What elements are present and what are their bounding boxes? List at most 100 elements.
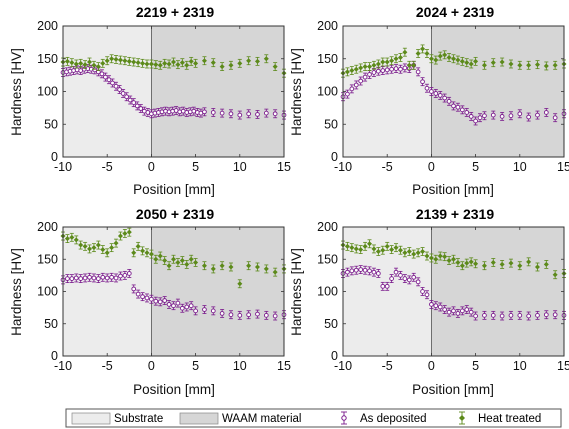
data-point — [464, 108, 470, 117]
data-point — [109, 243, 115, 253]
data-point — [353, 244, 359, 254]
data-point — [153, 296, 159, 306]
y-axis-label: Hardness [HV] — [289, 248, 304, 336]
data-point — [393, 243, 399, 253]
data-point — [349, 84, 355, 94]
data-point — [415, 277, 421, 287]
data-point — [402, 63, 408, 73]
x-axis-label: Position [mm] — [412, 182, 494, 197]
y-axis-label: Hardness [HV] — [289, 48, 304, 136]
data-point — [103, 72, 108, 82]
data-point — [398, 270, 403, 280]
data-point — [437, 302, 443, 312]
marker-circle — [149, 296, 154, 302]
data-point — [499, 311, 505, 321]
y-tick-label: 100 — [317, 285, 338, 299]
marker-circle — [237, 112, 243, 118]
data-point — [122, 270, 128, 280]
data-point — [188, 301, 194, 311]
data-point — [446, 256, 452, 265]
marker-diamond — [69, 234, 75, 240]
data-point — [184, 60, 190, 70]
data-point — [384, 57, 390, 67]
data-point — [188, 254, 194, 264]
data-point — [96, 274, 101, 284]
marker-diamond — [157, 62, 163, 68]
x-tick-label: -5 — [382, 359, 393, 373]
marker-circle — [464, 307, 470, 312]
y-tick-label: 200 — [37, 19, 58, 33]
data-point — [100, 58, 106, 68]
data-point — [73, 235, 79, 245]
data-point — [109, 54, 115, 64]
data-point — [526, 112, 531, 122]
data-point — [367, 266, 372, 276]
data-point — [163, 106, 168, 116]
marker-diamond — [499, 261, 505, 267]
data-point — [153, 60, 159, 70]
series-as-deposited — [60, 64, 287, 120]
x-tick-label: 10 — [513, 160, 527, 174]
waam-region — [151, 227, 284, 356]
marker-circle — [389, 276, 394, 281]
data-point — [263, 108, 269, 118]
data-point — [362, 72, 368, 82]
panel-title: 2219 + 2319 — [136, 4, 214, 20]
marker-circle — [380, 283, 386, 289]
data-point — [362, 265, 368, 275]
marker-circle — [100, 274, 106, 280]
data-point — [140, 292, 145, 302]
data-point — [442, 252, 448, 262]
marker-diamond — [100, 247, 106, 253]
marker-circle — [420, 79, 425, 85]
marker-diamond — [144, 61, 150, 67]
data-point — [429, 299, 434, 309]
marker-diamond — [73, 61, 79, 67]
marker-diamond — [420, 46, 426, 52]
x-tick-label: 5 — [472, 359, 479, 373]
y-tick-label: 50 — [324, 117, 338, 131]
marker-circle — [482, 313, 487, 318]
data-point — [526, 60, 532, 70]
marker-diamond — [219, 64, 225, 70]
marker-diamond — [490, 259, 496, 265]
data-point — [517, 310, 523, 320]
marker-circle — [371, 269, 377, 275]
marker-diamond — [442, 254, 448, 260]
marker-diamond — [100, 60, 106, 66]
substrate-region — [63, 26, 152, 157]
marker-circle — [459, 107, 465, 113]
marker-diamond — [534, 62, 540, 68]
data-point — [552, 270, 558, 280]
data-point — [124, 92, 129, 102]
marker-circle — [380, 68, 386, 73]
chart-panel: 2219 + 2319 Position [mm] Hardness [HV] -10… — [9, 4, 291, 197]
marker-diamond — [64, 58, 70, 64]
data-point — [468, 59, 474, 69]
legend-as-deposited-label: As deposited — [360, 413, 427, 425]
legend-substrate-swatch — [71, 412, 111, 425]
data-point — [179, 303, 185, 313]
marker-diamond — [263, 266, 269, 272]
substrate-region — [343, 26, 432, 157]
marker-diamond — [166, 263, 172, 269]
marker-circle — [437, 93, 443, 98]
series-as-deposited — [340, 265, 567, 321]
data-point — [110, 78, 115, 88]
marker-diamond — [455, 259, 461, 265]
data-point — [380, 57, 386, 67]
data-point — [420, 44, 426, 54]
data-point — [543, 61, 549, 71]
data-point — [358, 245, 364, 254]
data-point — [126, 269, 132, 278]
marker-circle — [113, 275, 119, 281]
marker-diamond — [393, 56, 399, 62]
marker-circle — [135, 291, 141, 297]
marker-diamond — [188, 256, 194, 262]
data-point — [134, 101, 140, 111]
data-point — [228, 60, 234, 70]
marker-diamond — [451, 56, 456, 62]
marker-diamond — [433, 256, 439, 262]
data-point — [144, 248, 150, 258]
marker-diamond — [380, 247, 386, 253]
